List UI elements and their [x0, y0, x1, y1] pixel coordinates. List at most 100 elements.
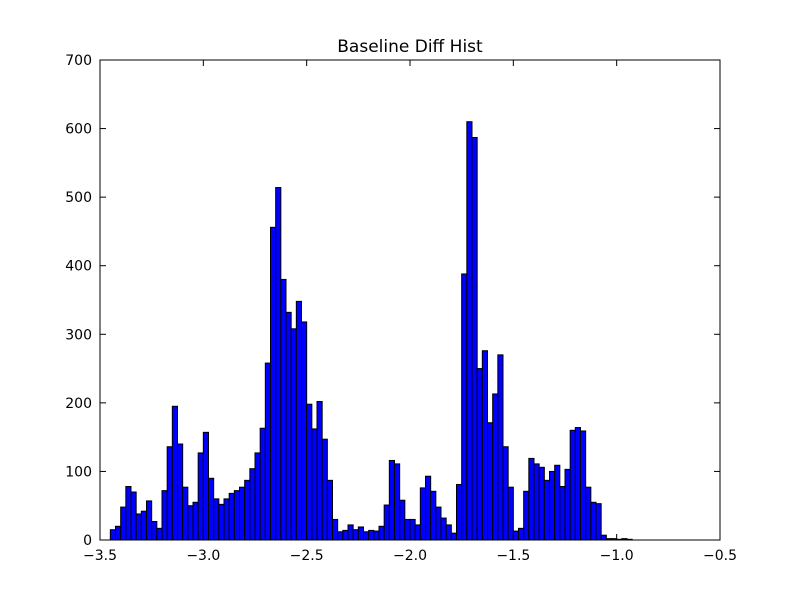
histogram-bar	[554, 464, 561, 541]
histogram-bar	[321, 438, 328, 541]
histogram-bar	[259, 427, 266, 541]
histogram-bar	[523, 490, 530, 541]
histogram-bar	[146, 500, 153, 541]
histogram-bar	[109, 529, 117, 541]
histogram-bar	[414, 524, 421, 541]
histogram-bar	[135, 513, 142, 541]
histogram-bar	[130, 491, 137, 541]
histogram-bar	[161, 490, 168, 541]
chart-title: Baseline Diff Hist	[337, 37, 483, 57]
histogram-bar	[228, 492, 235, 541]
histogram-bar	[461, 273, 468, 541]
histogram-bar	[450, 532, 457, 541]
y-tick-label: 300	[65, 327, 92, 343]
histogram-bar	[254, 452, 261, 541]
histogram-bar	[295, 300, 302, 541]
histogram-bar	[332, 518, 339, 541]
histogram-bar	[585, 486, 592, 541]
histogram-bar	[471, 136, 478, 541]
histogram-bar	[285, 311, 292, 541]
histogram-bar	[301, 321, 308, 541]
histogram-bar	[264, 362, 271, 541]
histogram-bar	[270, 226, 277, 541]
histogram-bar	[233, 490, 241, 541]
histogram-bar	[290, 328, 297, 541]
histogram-bar	[559, 486, 566, 541]
histogram-bar	[342, 529, 349, 541]
x-tick-label: −1.0	[600, 548, 634, 564]
histogram-bar	[590, 501, 597, 541]
histogram-bar	[337, 531, 344, 541]
histogram-bar	[187, 505, 194, 541]
histogram-bar	[512, 530, 520, 541]
histogram-bar	[125, 486, 132, 541]
histogram-bar	[456, 483, 463, 541]
y-tick-label: 0	[83, 533, 92, 549]
histogram-bar	[239, 486, 246, 541]
histogram-bar	[492, 393, 499, 541]
histogram-bar	[326, 479, 333, 541]
histogram-bar	[466, 121, 473, 541]
y-tick-label: 400	[65, 259, 92, 275]
histogram-bar	[202, 431, 210, 541]
histogram-bar	[280, 278, 287, 541]
histogram-bar	[595, 503, 602, 541]
histogram-bar	[574, 427, 582, 541]
histogram-bar	[208, 477, 215, 541]
histogram-bar	[476, 368, 483, 541]
histogram-bar	[151, 520, 158, 541]
histogram-bar	[507, 486, 514, 541]
histogram-bar	[481, 350, 488, 541]
y-tick-label: 200	[65, 396, 92, 412]
histogram-bar	[404, 518, 411, 541]
histogram-bar	[518, 527, 525, 541]
histogram-bar	[120, 506, 127, 541]
histogram-bar	[171, 405, 179, 541]
histogram-bar	[115, 525, 122, 541]
histogram-bar	[440, 517, 447, 541]
histogram-bar	[357, 526, 364, 541]
histogram-bar	[600, 534, 607, 541]
histogram-bar	[430, 490, 437, 541]
histogram-bar	[316, 400, 323, 541]
x-tick-label: −3.5	[83, 548, 117, 564]
histogram-bar	[166, 446, 173, 541]
histogram-bar	[306, 403, 313, 541]
histogram-bar	[419, 487, 426, 541]
histogram-bar	[373, 530, 380, 541]
histogram-bar	[445, 524, 452, 541]
histogram-bar	[378, 525, 385, 541]
histogram-bar	[528, 457, 535, 541]
histogram-bar	[223, 498, 230, 541]
histogram-bar	[435, 506, 442, 541]
histogram-bar	[213, 498, 220, 541]
histogram-bar	[538, 466, 545, 541]
histogram-bar	[368, 529, 375, 541]
histogram-bar	[543, 479, 551, 541]
y-tick-label: 700	[65, 53, 92, 69]
y-axis: 0 100 200 300 400 500 600 700	[65, 53, 720, 549]
x-tick-label: −2.0	[393, 548, 427, 564]
histogram-bar	[218, 503, 225, 541]
histogram-bar	[156, 527, 163, 541]
histogram-bar	[182, 486, 189, 541]
histogram-bar	[533, 463, 540, 541]
histogram-bar	[197, 452, 204, 541]
histogram-bar	[564, 468, 571, 541]
histogram-bar	[502, 446, 509, 541]
y-tick-label: 500	[65, 190, 92, 206]
x-tick-label: −1.5	[496, 548, 530, 564]
x-tick-label: −0.5	[703, 548, 737, 564]
histogram-bar	[347, 524, 354, 541]
histogram-bar	[352, 529, 359, 541]
histogram-bar	[497, 354, 504, 541]
histogram-bar	[140, 510, 148, 541]
y-tick-label: 100	[65, 464, 92, 480]
histogram-bar	[394, 463, 401, 541]
x-tick-label: −3.0	[186, 548, 220, 564]
histogram-bar	[383, 504, 390, 541]
histogram-bar	[409, 518, 416, 541]
histogram-bar	[580, 430, 587, 541]
histogram-bar	[244, 479, 251, 541]
